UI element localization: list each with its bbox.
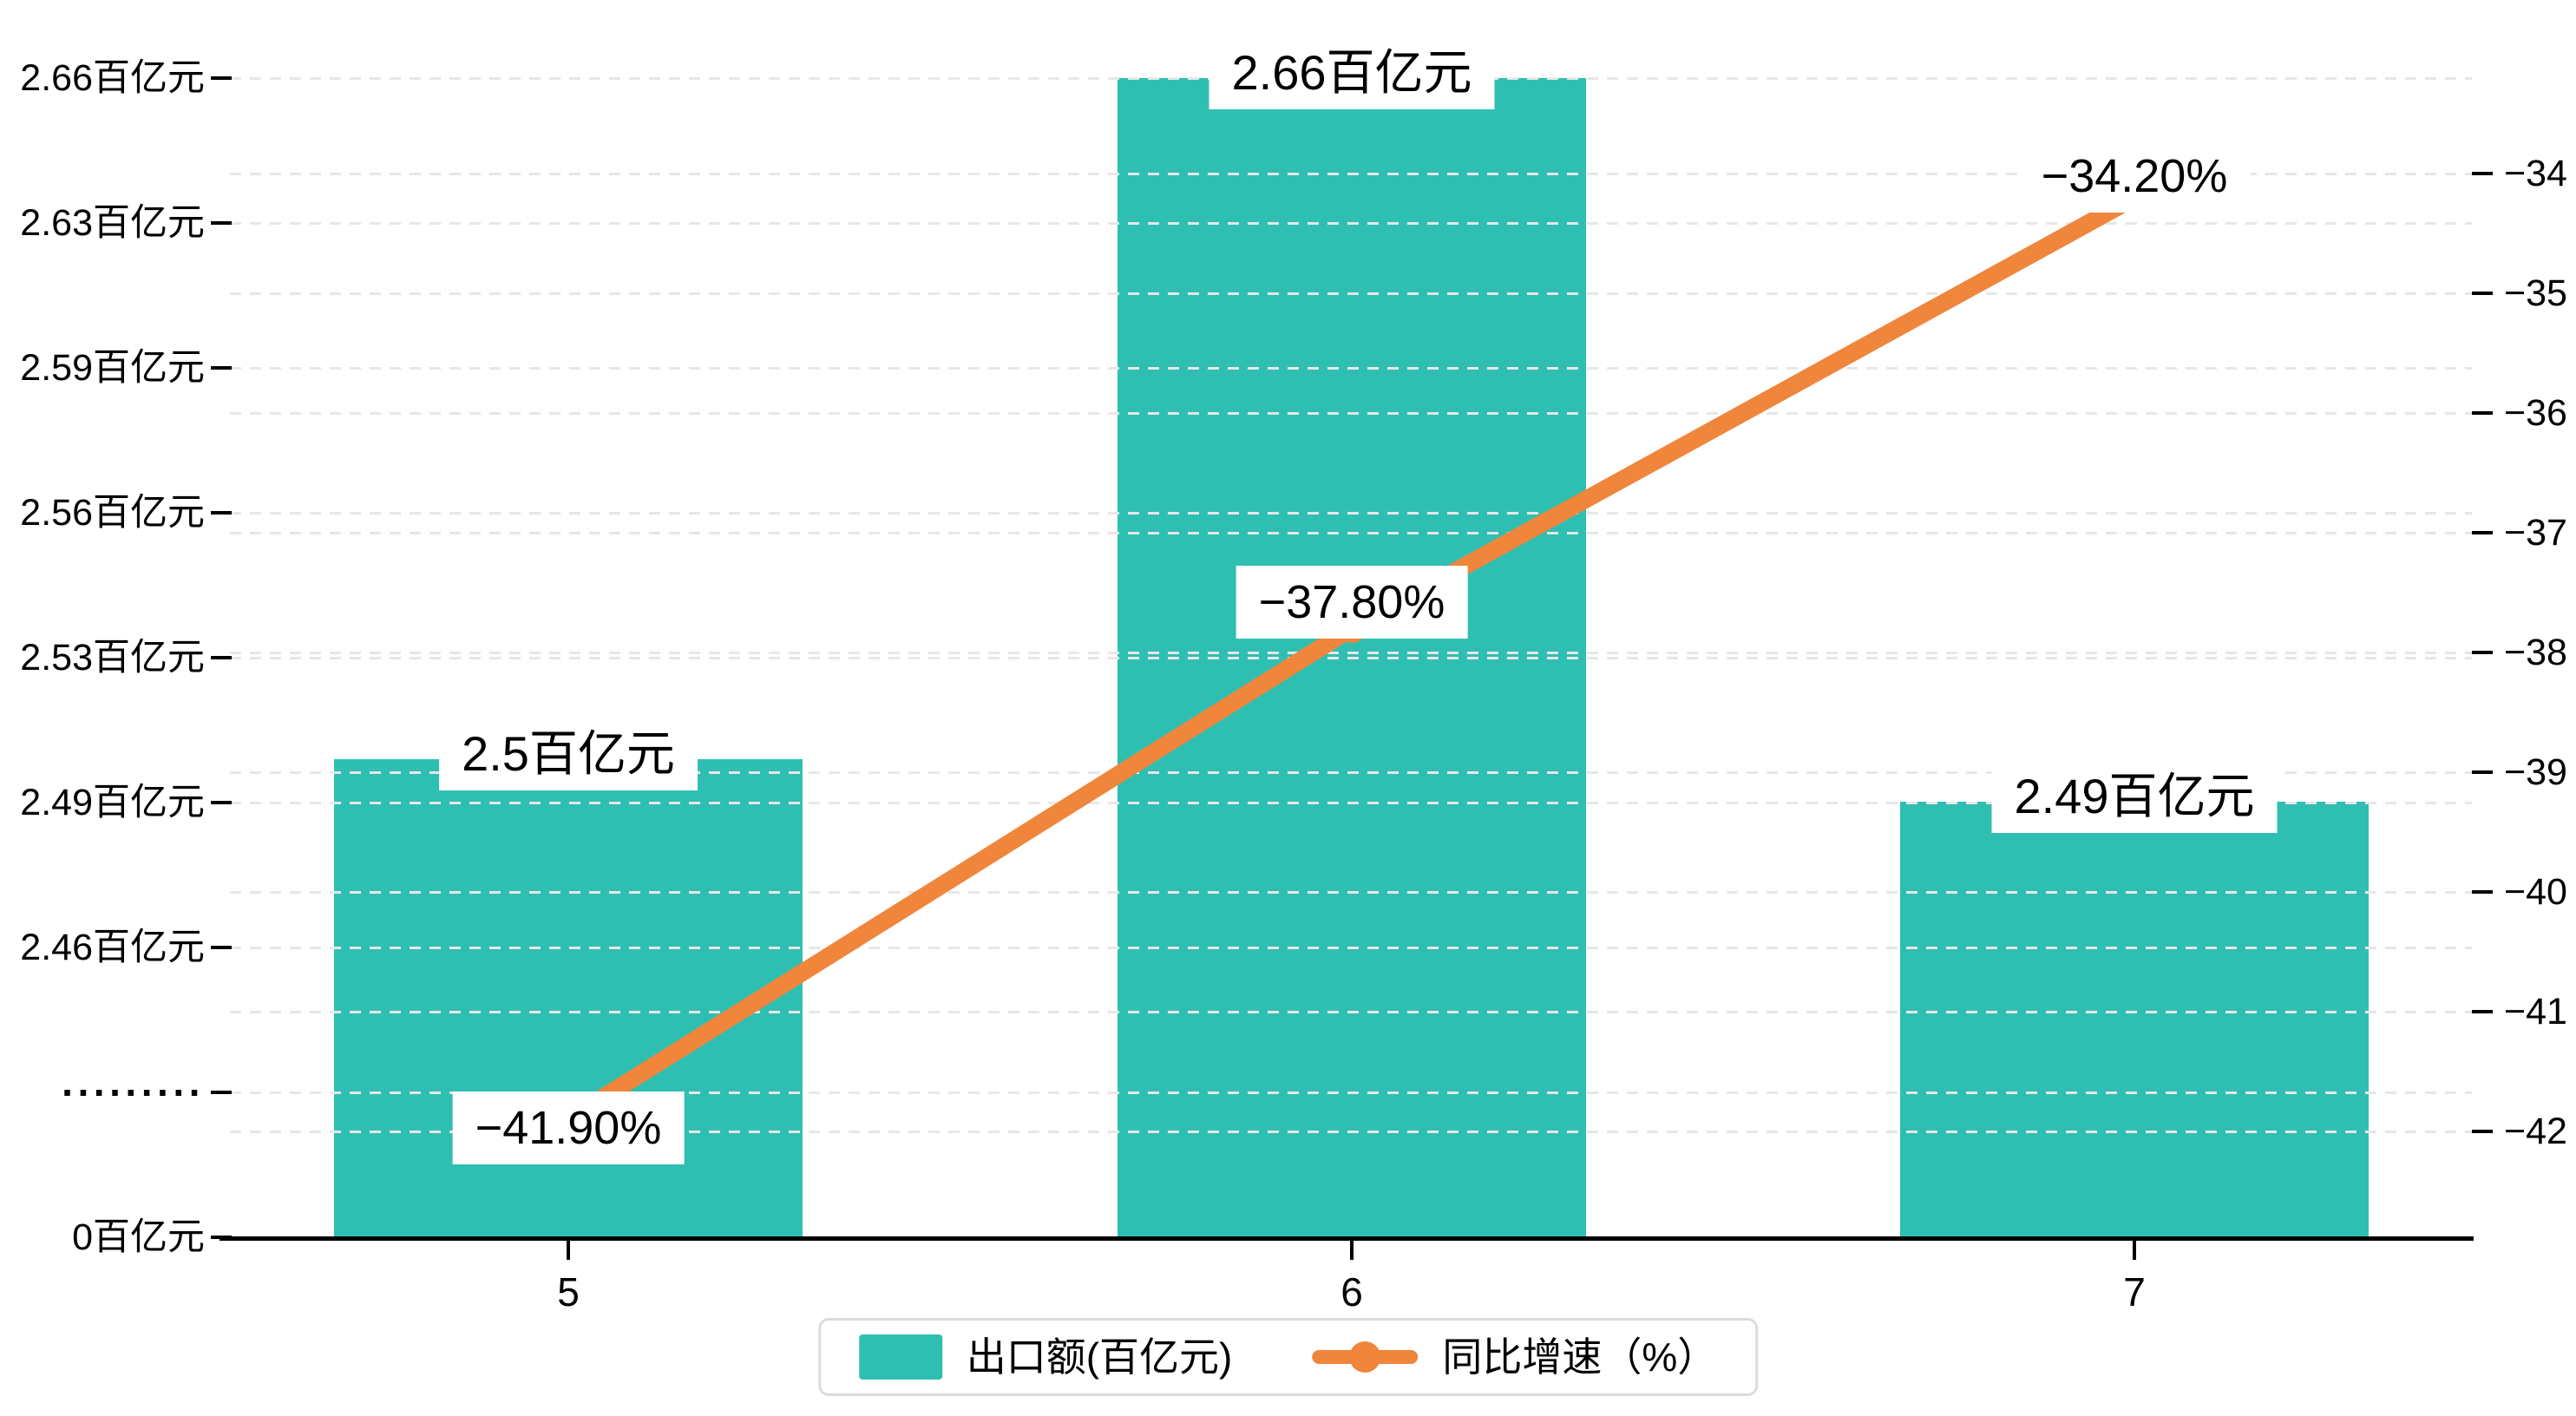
- left-axis-tick: [211, 1236, 232, 1239]
- left-axis-tick-label: 0百亿元: [72, 1216, 205, 1258]
- x-axis-tick: [567, 1241, 570, 1260]
- left-axis-gridline: [230, 512, 2472, 515]
- left-axis-tick: [211, 366, 232, 370]
- right-axis-tick-label: −40: [2504, 871, 2567, 913]
- left-axis-tick-label: 2.59百亿元: [20, 347, 205, 389]
- right-axis-gridline: [230, 292, 2472, 295]
- legend-label-growth: 同比增速（%）: [1442, 1334, 1718, 1380]
- right-axis-tick: [2472, 531, 2493, 534]
- growth-value-label: −34.20%: [2018, 140, 2251, 213]
- left-axis-tick-label: 2.49百亿元: [20, 782, 205, 823]
- right-axis-tick-label: −38: [2504, 632, 2567, 673]
- right-axis-tick: [2472, 651, 2493, 654]
- right-axis-gridline: [230, 1131, 2472, 1133]
- export-bar[interactable]: [1900, 802, 2369, 1236]
- left-axis-gridline: [230, 657, 2472, 659]
- right-axis-gridline: [230, 891, 2472, 894]
- legend-item-export[interactable]: 出口额(百亿元): [858, 1334, 1233, 1380]
- legend: 出口额(百亿元) 同比增速（%）: [817, 1318, 1759, 1396]
- right-axis-gridline: [230, 771, 2472, 774]
- right-axis-tick-label: −36: [2504, 392, 2567, 434]
- line-series-swatch-icon: [1312, 1334, 1419, 1380]
- bar-value-label: 2.66百亿元: [1209, 36, 1495, 109]
- x-axis-tick: [1350, 1241, 1354, 1260]
- legend-label-export: 出口额(百亿元): [966, 1334, 1233, 1380]
- right-axis-tick: [2472, 1010, 2493, 1013]
- right-axis-tick-label: −41: [2504, 991, 2567, 1032]
- x-axis-category-label: 7: [2123, 1269, 2146, 1314]
- left-axis-tick: [211, 656, 232, 659]
- right-axis-tick: [2472, 1130, 2493, 1133]
- left-axis-tick-label: 2.66百亿元: [20, 57, 205, 99]
- right-axis-gridline: [230, 1011, 2472, 1013]
- x-axis-line: [220, 1236, 2474, 1241]
- left-axis-tick: [211, 221, 232, 225]
- left-axis-gridline: [230, 947, 2472, 949]
- right-axis-gridline: [230, 412, 2472, 415]
- bar-value-label: 2.5百亿元: [439, 718, 698, 790]
- left-axis-tick-label: 2.46百亿元: [20, 927, 205, 968]
- right-axis-tick-label: −42: [2504, 1111, 2567, 1152]
- right-axis-tick-label: −37: [2504, 512, 2567, 554]
- x-axis-tick: [2133, 1241, 2136, 1260]
- right-axis-tick-label: −35: [2504, 272, 2567, 314]
- left-axis-tick: [211, 946, 232, 949]
- right-axis-gridline: [230, 173, 2472, 175]
- growth-value-label: −41.90%: [452, 1092, 685, 1164]
- left-axis-tick: [211, 801, 232, 804]
- left-axis-tick-label: 2.63百亿元: [20, 202, 205, 244]
- right-axis-tick: [2472, 292, 2493, 295]
- bar-series-swatch-icon: [858, 1334, 942, 1380]
- x-axis-category-label: 6: [1340, 1269, 1363, 1314]
- left-axis-gridline: [230, 802, 2472, 804]
- right-axis-tick: [2472, 411, 2493, 415]
- growth-line: [563, 190, 2139, 1127]
- left-axis-tick: [211, 1091, 232, 1094]
- right-axis-gridline: [230, 652, 2472, 654]
- left-axis-gridline: [230, 222, 2472, 225]
- left-axis-tick-label: 2.53百亿元: [20, 637, 205, 678]
- right-axis-tick: [2472, 770, 2493, 774]
- right-axis-tick: [2472, 890, 2493, 894]
- bar-value-label: 2.49百亿元: [1991, 760, 2278, 833]
- left-axis-gridline: [230, 367, 2472, 370]
- right-axis-tick-label: −34: [2504, 153, 2567, 194]
- left-axis-break-label: ·········: [62, 1070, 205, 1115]
- left-axis-gridline: [230, 1092, 2472, 1094]
- right-axis-gridline: [230, 532, 2472, 534]
- right-axis-tick: [2472, 172, 2493, 175]
- x-axis-category-label: 5: [557, 1269, 580, 1314]
- left-axis-tick: [211, 76, 232, 80]
- left-axis-tick-label: 2.56百亿元: [20, 492, 205, 534]
- legend-item-growth[interactable]: 同比增速（%）: [1312, 1334, 1717, 1380]
- right-axis-tick-label: −39: [2504, 751, 2567, 793]
- growth-value-label: −37.80%: [1236, 566, 1468, 639]
- left-axis-tick: [211, 511, 232, 515]
